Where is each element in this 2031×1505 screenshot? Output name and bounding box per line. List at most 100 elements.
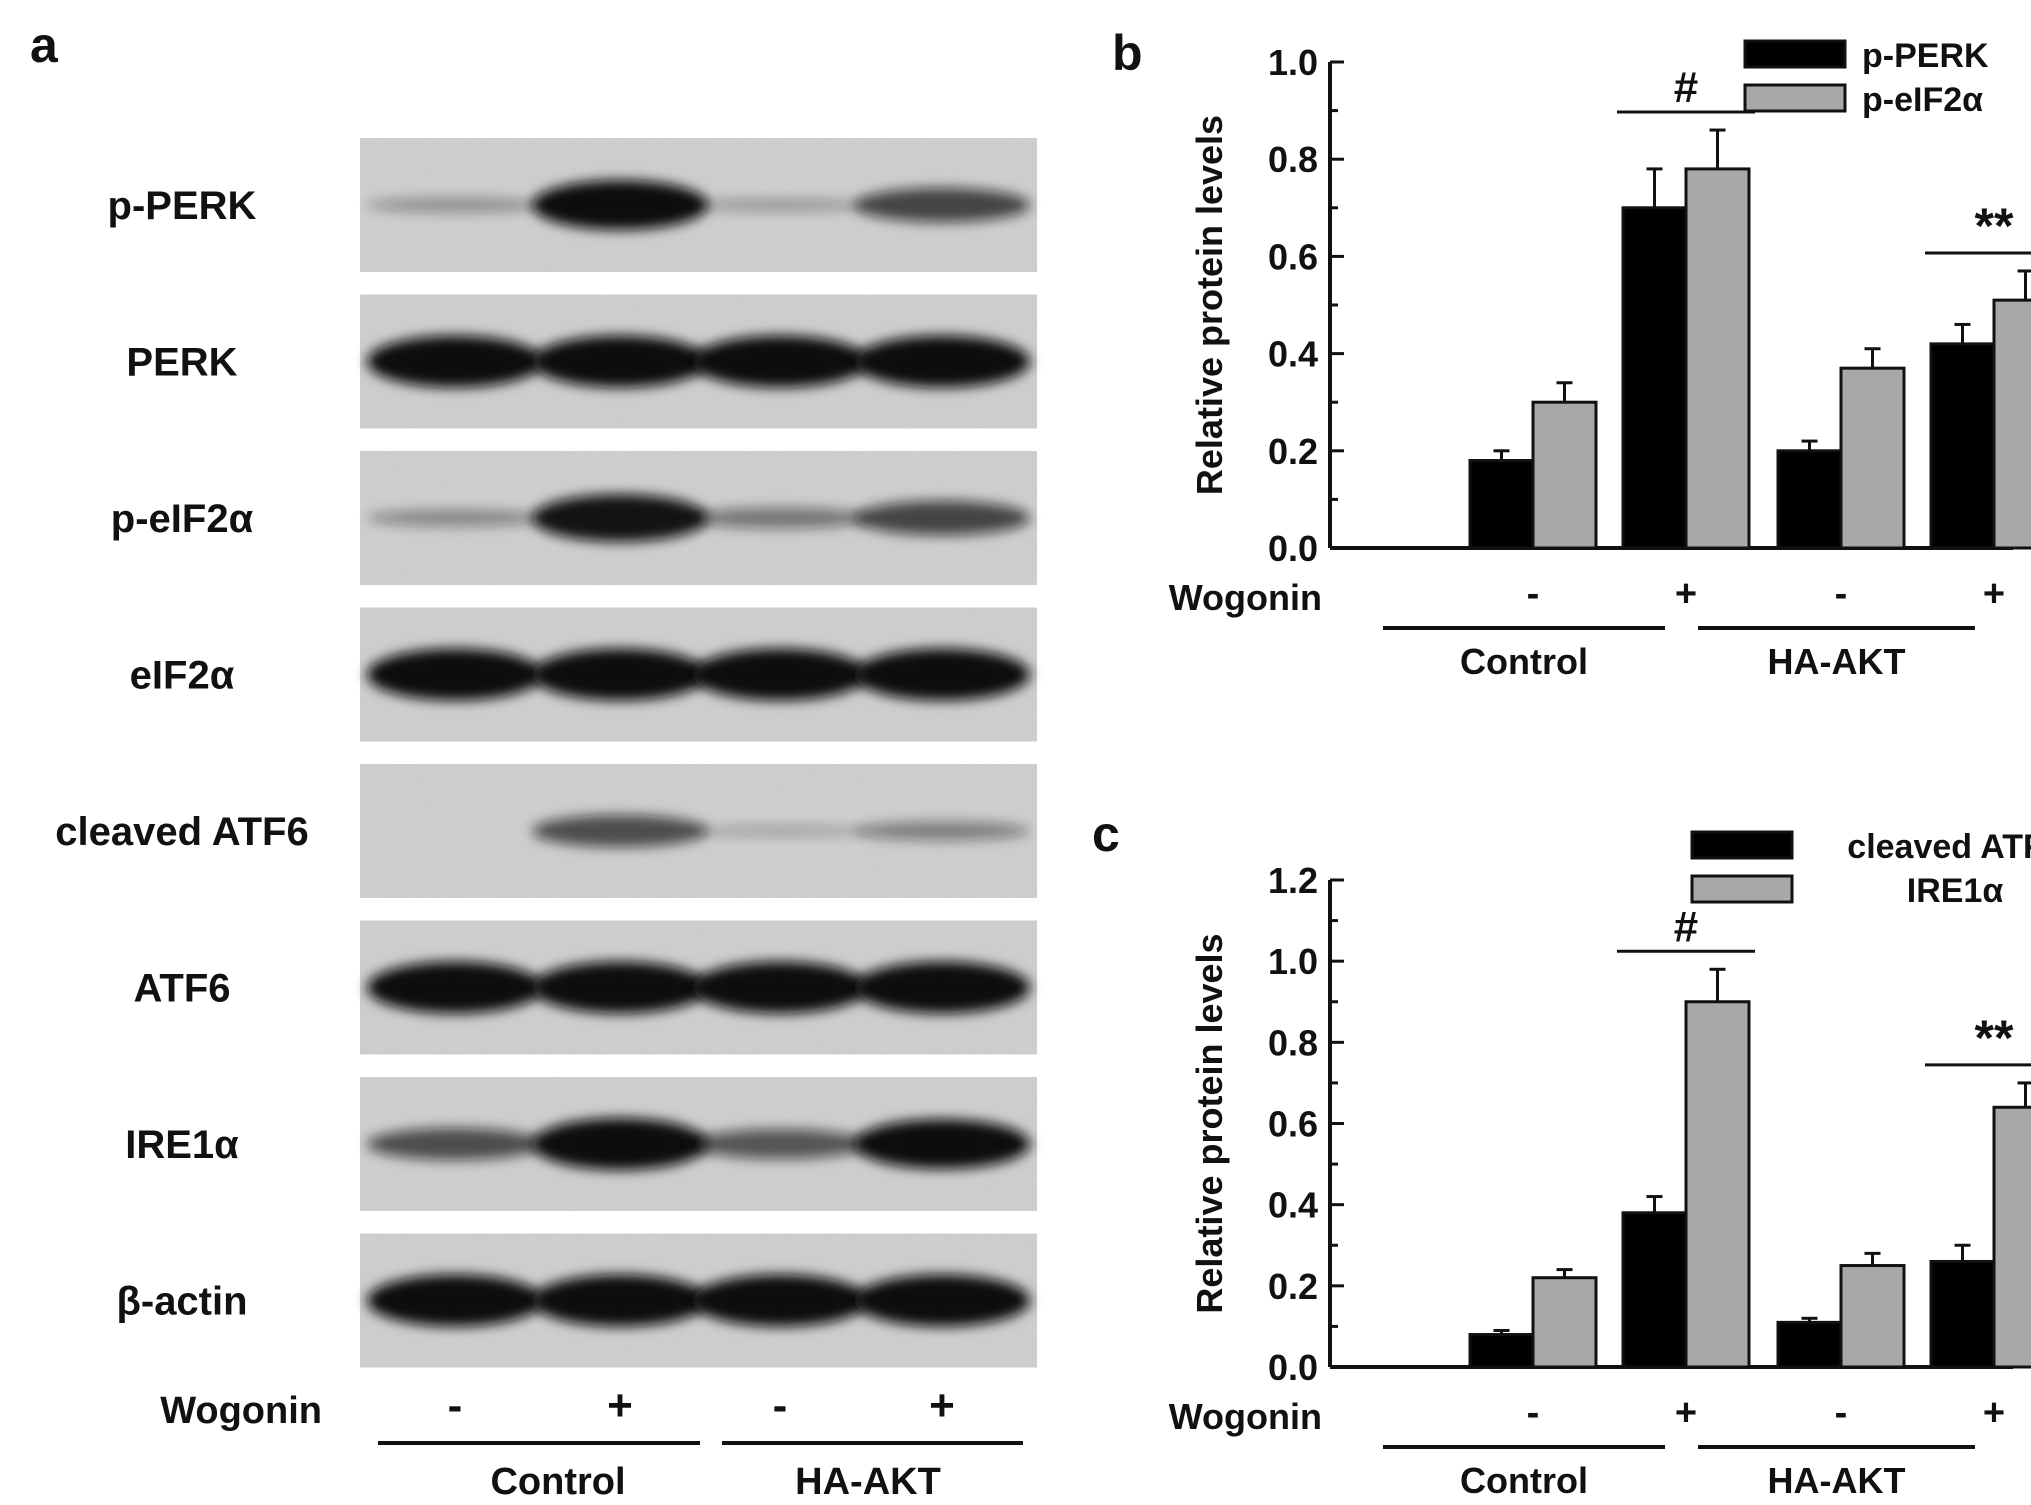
y-tick-label: 0.4: [1268, 334, 1318, 375]
y-tick-label: 0.6: [1268, 1104, 1318, 1145]
group-label: Control: [1460, 1460, 1588, 1501]
panel-c: c 0.0 0.2 0.4 0.6 0.8 1.0 1.2 Relative protein l…: [1092, 806, 2031, 1501]
blot-band: [532, 1274, 708, 1327]
blot-label: β-actin: [116, 1280, 247, 1324]
blot-band: [854, 1119, 1030, 1169]
blot-row: p-eIF2α: [111, 451, 1037, 585]
bar-ire1-: [1992, 1105, 2031, 1369]
significance-marker: **: [1975, 1010, 2014, 1066]
y-tick-label: 0.4: [1268, 1185, 1318, 1226]
blot-band: [854, 648, 1030, 701]
blot-band: [367, 509, 543, 527]
blot-band: [692, 1274, 868, 1327]
y-tick-label: 0.2: [1268, 431, 1318, 472]
panel-a-lane-4-sign: +: [929, 1381, 955, 1430]
blot-band: [367, 1127, 543, 1161]
bar-p-perk: [1776, 449, 1843, 550]
y-tick-label: 0.8: [1268, 139, 1318, 180]
panel-label: b: [1112, 25, 1143, 81]
blot-band: [532, 180, 708, 230]
blot-band: [367, 648, 543, 701]
x-category-label: -: [1835, 573, 1848, 615]
panel-a-group-haakt: HA-AKT: [795, 1461, 941, 1503]
blot-row: eIF2α: [130, 607, 1037, 742]
significance-marker: **: [1975, 198, 2014, 254]
blot-band: [367, 197, 543, 213]
blot-band: [367, 1274, 543, 1327]
significance-marker: #: [1674, 902, 1698, 951]
blot-band: [532, 648, 708, 701]
blot-label: cleaved ATF6: [55, 810, 308, 854]
panel-a-lane-3-sign: -: [773, 1381, 788, 1430]
bar-p-eif2-: [1992, 298, 2031, 550]
blot-band: [854, 821, 1030, 841]
blot-band: [532, 1118, 708, 1170]
blot-label: IRE1α: [125, 1123, 239, 1167]
y-tick-label: 0.8: [1268, 1022, 1318, 1063]
legend-label: cleaved ATF6: [1847, 828, 2031, 866]
y-axis-label: Relative protein levels: [1189, 115, 1230, 495]
legend-label: p-PERK: [1862, 37, 1989, 75]
blot-label: ATF6: [133, 967, 230, 1011]
treatment-label: Wogonin: [1169, 577, 1322, 618]
x-category-label: +: [1983, 1392, 2005, 1434]
x-category-label: -: [1527, 1392, 1540, 1434]
blot-band: [532, 335, 708, 388]
legend-swatch: [1743, 83, 1847, 113]
legend-swatch: [1690, 874, 1794, 904]
bar-ire1-: [1839, 1264, 1906, 1369]
y-tick-label: 0.6: [1268, 236, 1318, 277]
blot-band: [692, 1129, 868, 1159]
blot-band: [532, 494, 708, 542]
legend-swatch: [1690, 830, 1794, 860]
blot-label: eIF2α: [130, 654, 235, 698]
blot-row: β-actin: [116, 1233, 1037, 1368]
y-tick-label: 0.0: [1268, 1347, 1318, 1388]
y-tick-label: 0.2: [1268, 1266, 1318, 1307]
y-tick-label: 1.0: [1268, 941, 1318, 982]
blot-label: p-PERK: [108, 184, 257, 228]
y-axis-label: Relative protein levels: [1189, 933, 1230, 1313]
blot-label: PERK: [126, 341, 237, 385]
blot-band: [692, 335, 868, 388]
bar-p-eif2-: [1531, 400, 1598, 550]
blot-band: [692, 198, 868, 212]
panel-b: b 0.0 0.2 0.4 0.6 0.8 1.0 Relative protein leve…: [1112, 25, 2031, 682]
blot-band: [854, 187, 1030, 223]
blot-band: [692, 825, 868, 837]
bar-p-perk: [1621, 206, 1688, 550]
blot-row: IRE1α: [125, 1077, 1037, 1211]
blot-band: [367, 961, 543, 1014]
panel-a: a p-PERK PERK p-eIF2α eIF2α cleaved ATF6 ATF6…: [30, 17, 1037, 1503]
bar-p-eif2-: [1839, 366, 1906, 550]
blot-band: [532, 814, 708, 848]
x-category-label: +: [1675, 1392, 1697, 1434]
bar-cleaved-atf6: [1929, 1259, 1996, 1369]
x-category-label: -: [1527, 573, 1540, 615]
blot-band: [854, 500, 1030, 536]
panel-a-lane-2-sign: +: [607, 1381, 633, 1430]
blot-band: [692, 507, 868, 529]
group-label: HA-AKT: [1768, 641, 1906, 682]
bar-ire1-: [1531, 1276, 1598, 1369]
bar-p-perk: [1929, 342, 1996, 550]
panel-label: c: [1092, 806, 1120, 862]
panel-a-group-control: Control: [490, 1461, 625, 1503]
blot-row: PERK: [126, 294, 1037, 429]
bar-cleaved-atf6: [1468, 1333, 1535, 1369]
group-label: HA-AKT: [1768, 1460, 1906, 1501]
blot-row: cleaved ATF6: [55, 764, 1037, 898]
blot-band: [367, 335, 543, 388]
blot-row: p-PERK: [108, 138, 1037, 272]
y-tick-label: 1.0: [1268, 42, 1318, 83]
blot-band: [692, 648, 868, 701]
group-label: Control: [1460, 641, 1588, 682]
treatment-label: Wogonin: [1169, 1396, 1322, 1437]
blot-band: [532, 961, 708, 1014]
blot-band: [854, 1274, 1030, 1327]
bar-cleaved-atf6: [1621, 1211, 1688, 1369]
x-category-label: -: [1835, 1392, 1848, 1434]
legend-label: p-eIF2α: [1862, 81, 1983, 119]
significance-marker: #: [1674, 63, 1698, 112]
